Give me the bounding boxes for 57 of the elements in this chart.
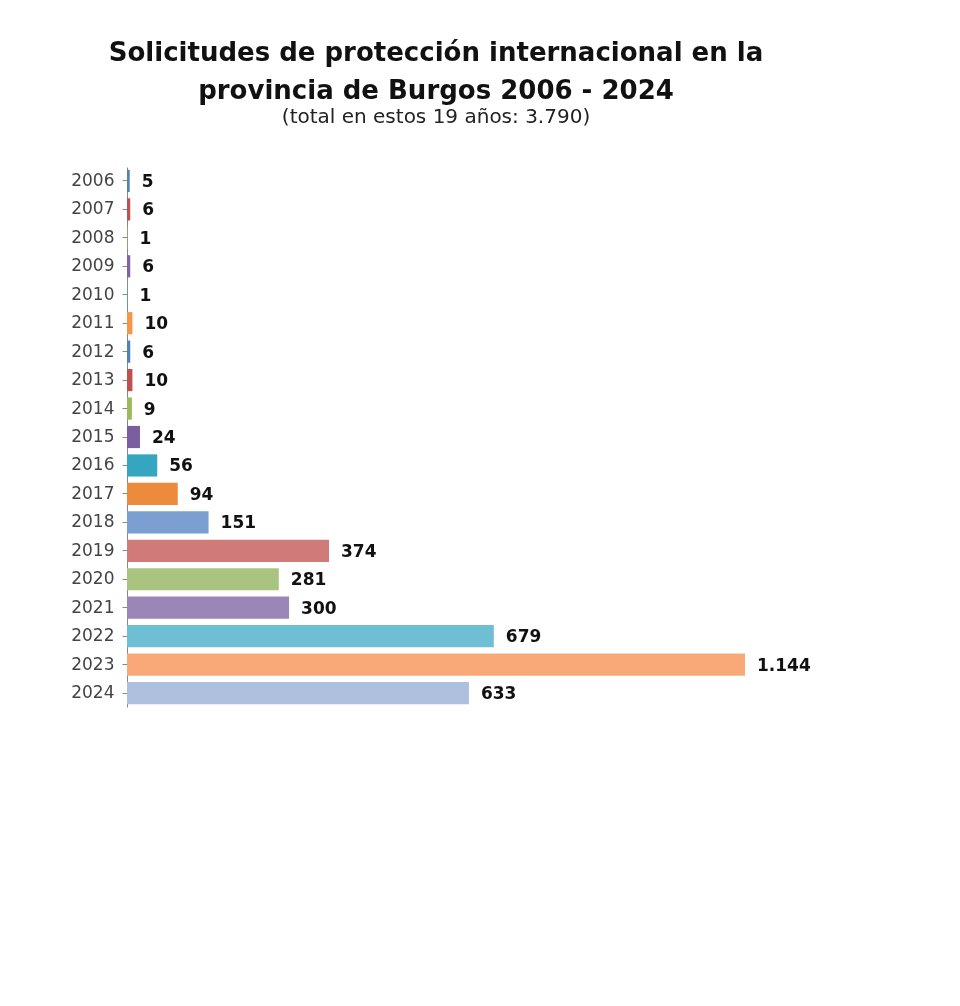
data-label: 281	[290, 569, 327, 590]
y-tick-label: 2016	[71, 454, 115, 475]
y-tick-label: 2006	[71, 169, 115, 190]
bar	[127, 198, 131, 221]
data-label: 374	[341, 540, 377, 561]
bar	[127, 454, 158, 477]
bar	[127, 625, 494, 648]
data-label: 6	[142, 256, 155, 277]
y-tick-label: 2023	[71, 653, 115, 674]
data-label: 1	[139, 227, 152, 248]
bar	[127, 255, 131, 278]
data-label: 9	[143, 398, 156, 419]
data-label: 24	[151, 427, 176, 447]
bar	[127, 312, 133, 335]
data-label: 1	[139, 284, 152, 305]
bar	[127, 169, 130, 193]
y-tick-label: 2022	[71, 625, 115, 646]
bar	[127, 681, 469, 705]
y-tick-label: 2019	[71, 539, 115, 560]
chart-title: Solicitudes de protección internacional en la provincia de Burgos 2006 - 2024	[108, 37, 764, 105]
bar	[127, 653, 745, 676]
bar	[127, 482, 178, 505]
y-tick-label: 2013	[71, 369, 115, 390]
bar	[127, 425, 140, 449]
data-label: 300	[301, 597, 337, 618]
y-tick-label: 2024	[71, 682, 115, 703]
data-label: 56	[169, 455, 193, 476]
bar	[127, 511, 209, 534]
data-label: 151	[220, 512, 257, 533]
y-tick-label: 2010	[71, 283, 115, 304]
data-label: 1.144	[757, 654, 811, 675]
data-label: 679	[505, 626, 542, 647]
bar	[127, 340, 131, 363]
data-label: 633	[480, 683, 517, 704]
chart-subtitle: (total en estos 19 años: 3.790)	[281, 104, 591, 128]
y-tick-label: 2009	[71, 255, 115, 276]
bar	[127, 596, 290, 619]
y-tick-label: 2008	[71, 226, 115, 247]
y-tick-label: 2007	[71, 198, 115, 219]
data-label: 6	[142, 199, 155, 220]
y-tick-label: 2017	[71, 482, 115, 503]
bar	[127, 397, 132, 420]
y-tick-label: 2020	[71, 568, 115, 589]
bar	[127, 369, 133, 392]
y-tick-label: 2014	[71, 397, 115, 418]
y-tick-label: 2011	[71, 312, 115, 333]
y-tick-label: 2012	[71, 340, 115, 361]
data-label: 6	[142, 341, 155, 362]
data-label: 10	[144, 313, 169, 334]
y-tick-label: 2018	[71, 511, 115, 532]
data-label: 5	[141, 170, 154, 191]
data-label: 10	[144, 370, 169, 391]
y-tick-label: 2021	[71, 596, 115, 617]
bar	[127, 568, 279, 591]
bar	[127, 539, 330, 562]
y-tick-label: 2015	[71, 426, 115, 446]
data-label: 94	[189, 483, 214, 504]
